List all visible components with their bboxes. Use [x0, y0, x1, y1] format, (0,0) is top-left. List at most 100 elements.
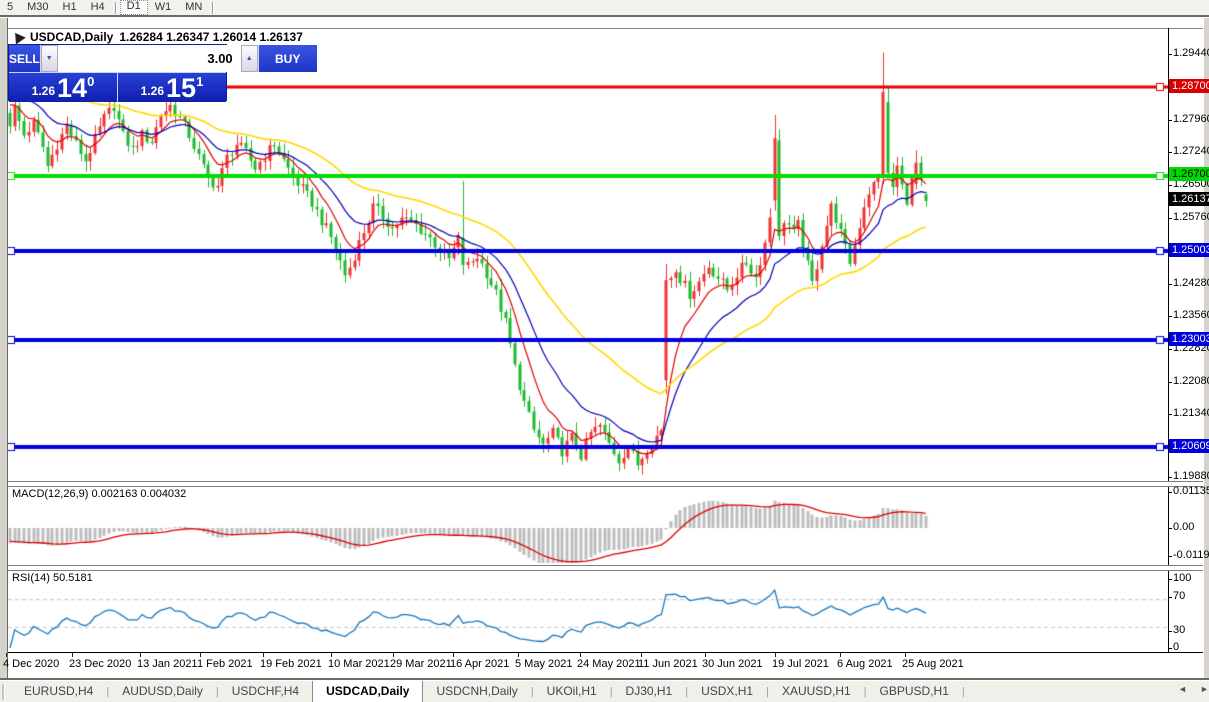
- tab-gbpusd-h1[interactable]: GBPUSD,H1: [879, 684, 949, 698]
- date-axis-label: 6 Aug 2021: [837, 658, 893, 670]
- buy-price-pips: 15: [166, 73, 197, 103]
- sell-price-display[interactable]: 1.26 14 0: [9, 73, 118, 102]
- date-axis-tick: [580, 653, 581, 657]
- tab-xauusd-h1[interactable]: XAUUSD,H1: [781, 684, 851, 698]
- date-axis-label: 24 May 2021: [577, 658, 641, 670]
- date-axis-label: 11 Jun 2021: [638, 658, 698, 670]
- date-axis-label: 4 Dec 2020: [3, 658, 60, 670]
- rsi-panel-canvas[interactable]: [8, 569, 1168, 651]
- price-axis-label: 1.29440: [1173, 47, 1209, 59]
- timeframe-w1[interactable]: W1: [154, 1, 172, 13]
- tab-separator: |: [609, 685, 613, 698]
- volume-input[interactable]: [57, 45, 241, 72]
- symbol-name: USDCAD,Daily: [30, 30, 114, 44]
- price-axis-line: [1168, 28, 1169, 652]
- date-axis-label: 29 Mar 2021: [390, 658, 452, 670]
- date-axis-tick: [705, 653, 706, 657]
- tab-usdcad-daily[interactable]: USDCAD,Daily: [312, 681, 424, 702]
- price-axis-tick: [1168, 414, 1172, 415]
- tab-scroll-left-icon[interactable]: ◄: [1178, 684, 1187, 694]
- toolbar-separator: [212, 1, 215, 14]
- price-axis-tick: [1168, 477, 1172, 478]
- tab-audusd-daily[interactable]: AUDUSD,Daily: [122, 684, 203, 698]
- price-level-badge: 1.28700: [1169, 79, 1209, 93]
- ohlc-values: 1.26284 1.26347 1.26014 1.26137: [119, 30, 303, 44]
- date-axis-tick: [72, 653, 73, 657]
- timeframe-h1[interactable]: H1: [62, 1, 77, 13]
- sell-button[interactable]: SELL: [9, 45, 41, 72]
- chart-top-border: [8, 28, 1203, 29]
- rsi-axis-label: 0: [1173, 641, 1180, 653]
- macd-axis-tick: [1168, 556, 1172, 557]
- date-axis-tick: [641, 653, 642, 657]
- date-axis-label: 16 Apr 2021: [450, 658, 510, 670]
- rsi-axis-tick: [1168, 631, 1172, 632]
- date-axis-tick: [518, 653, 519, 657]
- rsi-axis-tick: [1168, 579, 1172, 580]
- timeframe-toolbar: 5 M30 H1 H4 D1 W1 MN: [0, 0, 1209, 15]
- date-axis-label: 23 Dec 2020: [69, 658, 132, 670]
- volume-decrease-icon[interactable]: ▼: [40, 45, 58, 72]
- macd-axis-tick: [1168, 528, 1172, 529]
- tab-usdcnh-daily[interactable]: USDCNH,Daily: [436, 684, 518, 698]
- tabbar-divider: [0, 678, 1209, 681]
- timeframe-m30[interactable]: M30: [27, 1, 49, 13]
- rsi-axis-label: 70: [1173, 590, 1186, 602]
- panel-divider-macd[interactable]: [8, 481, 1203, 487]
- tab-eurusd-h4[interactable]: EURUSD,H4: [24, 684, 94, 698]
- price-axis-label: 1.23560: [1173, 309, 1209, 321]
- price-axis-tick: [1168, 349, 1172, 350]
- date-axis-tick: [140, 653, 141, 657]
- macd-panel-canvas[interactable]: [8, 485, 1168, 565]
- price-axis-tick: [1168, 218, 1172, 219]
- date-axis-label: 30 Jun 2021: [702, 658, 763, 670]
- chart-tab-bar: EURUSD,H4 | AUDUSD,Daily | USDCHF,H4 USD…: [0, 681, 1209, 702]
- price-axis-label: 1.26500: [1173, 178, 1209, 190]
- tab-separator: |: [766, 685, 769, 698]
- price-level-badge: 1.20609: [1169, 439, 1209, 453]
- price-axis-label: 1.19880: [1173, 470, 1209, 482]
- toolbar-separator: [114, 1, 117, 14]
- main-chart-canvas[interactable]: [8, 29, 1168, 481]
- buy-price-point: 1: [196, 74, 204, 89]
- tab-usdchf-h4[interactable]: USDCHF,H4: [231, 684, 300, 698]
- toolbar-divider: [0, 15, 1209, 18]
- price-axis-label: 1.27960: [1173, 113, 1209, 125]
- date-axis-label: 13 Jan 2021: [137, 658, 198, 670]
- date-axis-label: 5 May 2021: [515, 658, 573, 670]
- tab-separator: |: [530, 685, 534, 698]
- date-axis-tick: [905, 653, 906, 657]
- chart-title: USDCAD,Daily 1.26284 1.26347 1.26014 1.2…: [10, 29, 303, 45]
- buy-price-display[interactable]: 1.26 15 1: [118, 73, 226, 102]
- sell-price-point: 0: [87, 74, 95, 89]
- volume-increase-icon[interactable]: ▲: [240, 45, 258, 72]
- tab-scroll-right-icon[interactable]: ►: [1200, 684, 1209, 694]
- buy-button[interactable]: BUY: [257, 45, 317, 72]
- sell-price-pips: 14: [57, 73, 88, 103]
- price-axis-label: 1.21340: [1173, 407, 1209, 419]
- timeframe-mn[interactable]: MN: [185, 1, 203, 13]
- rsi-axis-label: 30: [1173, 624, 1186, 636]
- macd-axis-label: 0.00: [1173, 521, 1195, 533]
- price-level-badge: 1.23003: [1169, 332, 1209, 346]
- price-axis-tick: [1168, 120, 1172, 121]
- timeframe-m5[interactable]: 5: [7, 1, 14, 13]
- rsi-indicator-label: RSI(14) 50.5181: [12, 572, 93, 584]
- tab-usdx-h1[interactable]: USDX,H1: [701, 684, 754, 698]
- price-axis-tick: [1168, 54, 1172, 55]
- tab-separator: |: [106, 685, 110, 698]
- timeframe-h4[interactable]: H4: [90, 1, 105, 13]
- date-axis-tick: [331, 653, 332, 657]
- rsi-axis-tick: [1168, 597, 1172, 598]
- one-click-trading-arrow-icon[interactable]: [10, 29, 26, 45]
- tab-separator: |: [215, 685, 219, 698]
- timeframe-d1[interactable]: D1: [119, 0, 148, 15]
- date-axis-tick: [263, 653, 264, 657]
- rsi-axis-tick: [1168, 648, 1172, 649]
- tab-ukoil-h1[interactable]: UKOil,H1: [546, 684, 597, 698]
- price-level-badge: 1.26700: [1169, 167, 1209, 181]
- tab-dj30-h1[interactable]: DJ30,H1: [625, 684, 673, 698]
- date-axis-label: 25 Aug 2021: [902, 658, 964, 670]
- tab-separator: |: [961, 685, 965, 698]
- panel-divider-rsi[interactable]: [8, 565, 1203, 571]
